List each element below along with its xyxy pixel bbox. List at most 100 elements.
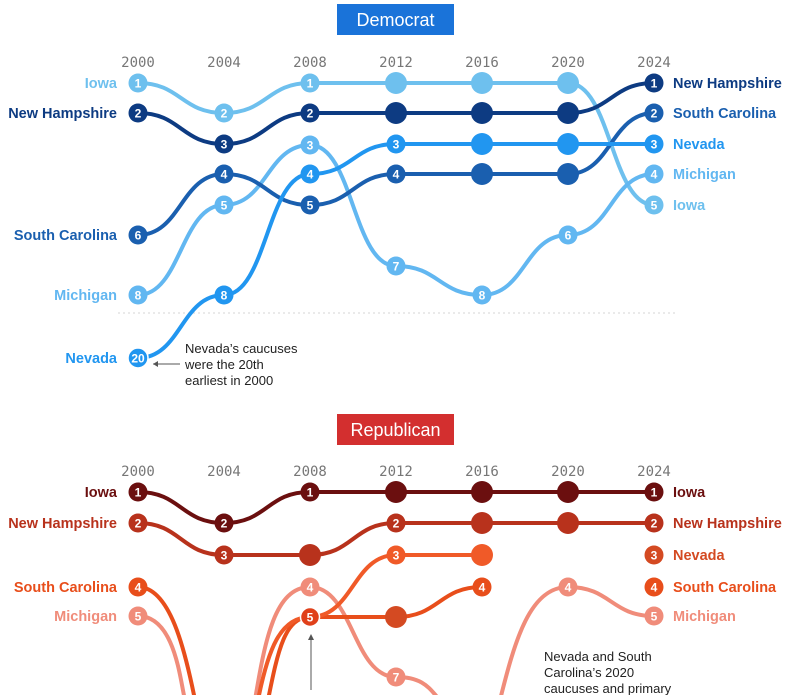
rep-point-iowa-2016 bbox=[471, 481, 493, 503]
rep-series-michigan: 5 4 7 4 5 Michigan Michigan bbox=[54, 577, 736, 695]
dem-year-label-5: 2020 bbox=[551, 55, 585, 71]
dem-point-south-carolina-2016 bbox=[471, 163, 493, 185]
dem-point-michigan-2008 bbox=[300, 135, 320, 155]
republican-year-labels: 2000 2004 2008 2012 2016 2020 2024 bbox=[121, 464, 671, 480]
dem-year-label-3: 2012 bbox=[379, 55, 413, 71]
dem-rank-new-hampshire-2024: 1 bbox=[651, 77, 658, 91]
rep-rank-nevada-2008: 5 bbox=[307, 611, 314, 625]
dem-series-iowa: 1 2 1 5 Iowa Iowa bbox=[85, 72, 706, 215]
rep-point-michigan-2024 bbox=[644, 606, 664, 626]
dem-point-iowa-2008 bbox=[300, 73, 320, 93]
rep-rank-south-carolina-2024: 4 bbox=[651, 581, 658, 595]
dem-line-nevada bbox=[137, 141, 654, 360]
rep-rank-michigan-2024: 5 bbox=[651, 610, 658, 624]
dem-rank-nevada-2012: 3 bbox=[393, 138, 400, 152]
dem-series-south-carolina: 6 4 5 4 2 South Carolina South Carolina bbox=[14, 103, 777, 245]
democrat-year-labels: 2000 2004 2008 2012 2016 2020 2024 bbox=[121, 55, 671, 71]
rep-label-left-new-hampshire: New Hampshire bbox=[8, 516, 117, 532]
rep-rank-michigan-2020: 4 bbox=[565, 581, 572, 595]
rep-rank-michigan-2012: 7 bbox=[393, 671, 400, 685]
dem-point-south-carolina-2024 bbox=[644, 103, 664, 123]
dem-rank-iowa-2004: 2 bbox=[221, 107, 228, 121]
dem-point-michigan-2020 bbox=[558, 225, 578, 245]
rep-point-iowa-2012 bbox=[385, 481, 407, 503]
rep-point-new-hampshire-2008 bbox=[299, 544, 321, 566]
dem-annotation-line-1: Nevada’s caucuses bbox=[185, 341, 298, 356]
dem-point-iowa-2020 bbox=[557, 72, 579, 94]
rep-rank-nevada-2012: 3 bbox=[393, 549, 400, 563]
rep-rank-iowa-2008: 1 bbox=[307, 486, 314, 500]
democrat-title: Democrat bbox=[356, 10, 434, 30]
rep-point-south-carolina-2016 bbox=[472, 577, 492, 597]
dem-point-michigan-2012 bbox=[386, 256, 406, 276]
rep-line-south-carolina bbox=[137, 585, 483, 695]
dem-point-south-carolina-2012 bbox=[386, 164, 406, 184]
rep-rank-new-hampshire-2000: 2 bbox=[135, 517, 142, 531]
dem-point-new-hampshire-2020 bbox=[557, 102, 579, 124]
rep-rank-south-carolina-2016: 4 bbox=[479, 581, 486, 595]
republican-title-badge bbox=[337, 414, 454, 445]
dem-series-nevada: 20 8 4 3 3 Nevada Nevada bbox=[65, 133, 726, 369]
rep-point-new-hampshire-2012 bbox=[386, 513, 406, 533]
dem-rank-nevada-2024: 3 bbox=[651, 138, 658, 152]
rep-annotation-line-3: caucuses and primary bbox=[544, 681, 672, 695]
dem-point-nevada-2020 bbox=[557, 133, 579, 155]
dem-rank-iowa-2000: 1 bbox=[135, 77, 142, 91]
rep-point-south-carolina-2012 bbox=[385, 606, 407, 628]
dem-rank-south-carolina-2004: 4 bbox=[221, 168, 228, 182]
dem-point-nevada-2012 bbox=[386, 134, 406, 154]
rep-series-iowa: 1 2 1 1 Iowa Iowa bbox=[85, 481, 706, 533]
dem-point-iowa-2016 bbox=[471, 72, 493, 94]
rep-label-right-new-hampshire: New Hampshire bbox=[673, 516, 782, 532]
dem-point-new-hampshire-2012 bbox=[385, 102, 407, 124]
dem-rank-michigan-2024: 4 bbox=[651, 168, 658, 182]
dem-label-right-new-hampshire: New Hampshire bbox=[673, 76, 782, 92]
rep-annotation-line-1: Nevada and South bbox=[544, 649, 652, 664]
dem-annotation-line-2: were the 20th bbox=[184, 357, 264, 372]
dem-point-new-hampshire-2004 bbox=[214, 134, 234, 154]
democrat-title-badge bbox=[337, 4, 454, 35]
dem-label-right-michigan: Michigan bbox=[673, 167, 736, 183]
dem-point-nevada-2016 bbox=[471, 133, 493, 155]
dem-point-iowa-2012 bbox=[385, 72, 407, 94]
dem-rank-south-carolina-2012: 4 bbox=[393, 168, 400, 182]
rep-label-right-south-carolina: South Carolina bbox=[673, 580, 777, 596]
rep-point-nevada-2016 bbox=[471, 544, 493, 566]
dem-year-label-6: 2024 bbox=[637, 55, 671, 71]
dem-label-right-south-carolina: South Carolina bbox=[673, 106, 777, 122]
dem-rank-michigan-2016: 8 bbox=[479, 289, 486, 303]
rep-rank-new-hampshire-2004: 3 bbox=[221, 549, 228, 563]
dem-rank-michigan-2020: 6 bbox=[565, 229, 572, 243]
dem-series-new-hampshire: 2 3 2 1 New Hampshire New Hampshire bbox=[8, 73, 782, 154]
dem-series-michigan: 8 5 3 7 8 6 4 Michigan Michigan bbox=[54, 135, 736, 305]
rep-label-left-michigan: Michigan bbox=[54, 609, 117, 625]
rep-series-new-hampshire: 2 3 2 2 New Hampshire New Hampshire bbox=[8, 512, 782, 566]
dem-rank-iowa-2008: 1 bbox=[307, 77, 314, 91]
rep-label-left-south-carolina: South Carolina bbox=[14, 580, 118, 596]
dem-rank-michigan-2004: 5 bbox=[221, 199, 228, 213]
dem-point-michigan-2016 bbox=[472, 285, 492, 305]
rep-rank-south-carolina-2000: 4 bbox=[135, 581, 142, 595]
rep-point-new-hampshire-2016 bbox=[471, 512, 493, 534]
rep-annotation-arrowhead bbox=[308, 634, 314, 640]
dem-point-south-carolina-2000 bbox=[128, 225, 148, 245]
rep-rank-michigan-2008: 4 bbox=[307, 581, 314, 595]
dem-point-new-hampshire-2000 bbox=[128, 103, 148, 123]
rep-point-iowa-2020 bbox=[557, 481, 579, 503]
dem-point-south-carolina-2008 bbox=[300, 195, 320, 215]
rep-series-south-carolina: 4 4 4 South Carolina South Carolina bbox=[14, 577, 777, 695]
rep-year-label-3: 2012 bbox=[379, 464, 413, 480]
dem-year-label-4: 2016 bbox=[465, 55, 499, 71]
rep-rank-new-hampshire-2024: 2 bbox=[651, 517, 658, 531]
dem-year-label-2: 2008 bbox=[293, 55, 327, 71]
rep-point-michigan-2012 bbox=[386, 667, 406, 687]
dem-point-nevada-2024 bbox=[644, 134, 664, 154]
dem-point-new-hampshire-2016 bbox=[471, 102, 493, 124]
dem-label-left-new-hampshire: New Hampshire bbox=[8, 106, 117, 122]
dem-point-new-hampshire-2008 bbox=[300, 103, 320, 123]
rep-point-iowa-2004 bbox=[214, 513, 234, 533]
rep-point-south-carolina-2024 bbox=[644, 577, 664, 597]
rep-point-new-hampshire-2000 bbox=[128, 513, 148, 533]
rep-label-left-iowa: Iowa bbox=[85, 485, 118, 501]
